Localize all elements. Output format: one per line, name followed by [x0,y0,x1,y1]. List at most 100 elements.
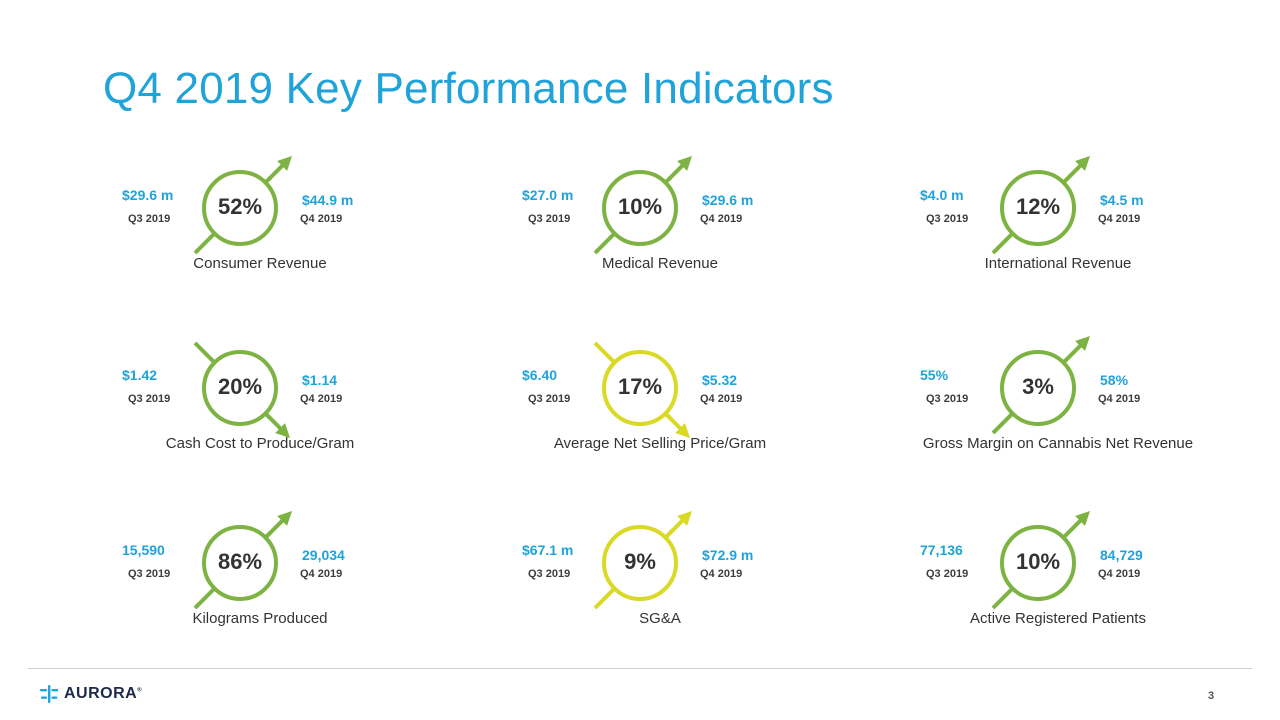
q3-period: Q3 2019 [128,393,171,405]
q4-period: Q4 2019 [300,568,343,580]
percent-change: 20% [217,374,263,399]
kpi-ring [202,525,278,601]
arrow-shaft [664,412,685,433]
arrow-tail [193,587,216,610]
kpi-sga: $67.1 m Q3 2019 $72.9 m Q4 2019 9% SG&A [480,505,840,645]
percent-change: 3% [1022,374,1054,399]
q3-value: $67.1 m [522,542,574,558]
kpi-active-patients: 77,136 Q3 2019 84,729 Q4 2019 10% Active Regi… [878,505,1238,645]
arrow-tail [593,587,616,610]
percent-change: 86% [217,549,263,574]
q3-value: 55% [920,367,949,383]
kpi-ring-icon [991,511,1090,610]
arrow-tail [593,341,616,364]
kpi-ring-icon [593,341,690,438]
kpi-ring [602,170,678,246]
kpi-consumer-revenue: $29.6 m Q3 2019 $44.9 m Q4 2019 52% Consumer … [80,150,440,290]
kpi-label: Cash Cost to Produce/Gram [165,435,355,452]
kpi-label: Average Net Selling Price/Gram [553,435,767,452]
q3-period: Q3 2019 [128,568,171,580]
q4-period: Q4 2019 [700,568,743,580]
percent-change: 12% [1015,194,1061,219]
kpi-ring-icon [193,156,292,255]
kpi-ring-icon [593,156,692,255]
kpi-label: Active Registered Patients [970,610,1146,627]
arrow-shaft [1062,516,1085,539]
kpi-cash-cost: $1.42 Q3 2019 $1.14 Q4 2019 20% Cash Cost to … [80,330,440,470]
arrow-shaft [264,412,285,433]
arrow-up-right-icon [277,156,292,171]
q3-value: 15,590 [122,542,165,558]
q4-value: $4.5 m [1100,192,1144,208]
kpi-ring-icon [193,341,290,438]
arrow-tail [193,341,216,364]
q4-period: Q4 2019 [700,213,743,225]
aurora-leaf-icon [40,685,58,703]
kpi-ring-icon [991,156,1090,255]
slide-title: Q4 2019 Key Performance Indicators [103,64,834,113]
q4-value: $72.9 m [702,547,754,563]
kpi-ring-icon [593,511,692,610]
q4-value: $1.14 [302,372,338,388]
q3-value: $27.0 m [522,187,574,203]
q3-value: 77,136 [920,542,963,558]
percent-change: 10% [1015,549,1061,574]
q3-period: Q3 2019 [926,568,969,580]
arrow-tail [193,232,216,255]
kpi-label: International Revenue [984,255,1132,272]
kpi-ring [202,170,278,246]
q3-period: Q3 2019 [528,213,571,225]
kpi-ring [602,350,678,426]
kpi-ring [1000,525,1076,601]
arrow-shaft [264,161,287,184]
q3-period: Q3 2019 [528,568,571,580]
q4-period: Q4 2019 [700,393,743,405]
arrow-shaft [664,516,687,539]
q4-period: Q4 2019 [300,213,343,225]
kpi-ring-icon [193,511,292,610]
q4-period: Q4 2019 [1098,393,1141,405]
q4-period: Q4 2019 [300,393,343,405]
percent-change: 17% [617,374,663,399]
arrow-shaft [1062,161,1085,184]
q3-period: Q3 2019 [528,393,571,405]
q3-period: Q3 2019 [926,213,969,225]
arrow-down-right-icon [275,423,290,438]
kpi-label: SG&A [639,610,681,627]
arrow-tail [991,412,1014,435]
arrow-shaft [264,516,287,539]
kpi-kilograms-produced: 15,590 Q3 2019 29,034 Q4 2019 86% Kilograms P… [80,505,440,645]
q4-value: 84,729 [1100,547,1143,563]
percent-change: 52% [217,194,263,219]
q3-value: $29.6 m [122,187,174,203]
q4-value: $29.6 m [702,192,754,208]
footer-divider [28,668,1252,669]
q3-value: $4.0 m [920,187,964,203]
q4-value: $44.9 m [302,192,354,208]
arrow-shaft [1062,341,1085,364]
arrow-tail [593,232,616,255]
q4-period: Q4 2019 [1098,568,1141,580]
kpi-gross-margin: 55% Q3 2019 58% Q4 2019 3% Gross Margin on Ca… [878,330,1238,470]
logo-text: AURORA® [64,685,143,702]
arrow-tail [991,587,1014,610]
q4-value: 29,034 [302,547,345,563]
q3-value: $6.40 [522,367,558,383]
kpi-ring-icon [991,336,1090,435]
q3-value: $1.42 [122,367,158,383]
kpi-net-selling-price: $6.40 Q3 2019 $5.32 Q4 2019 17% Average Net S… [480,330,840,470]
q3-period: Q3 2019 [926,393,969,405]
kpi-ring [1000,350,1076,426]
q4-value: 58% [1100,372,1129,388]
q3-period: Q3 2019 [128,213,171,225]
arrow-tail [991,232,1014,255]
kpi-ring [1000,170,1076,246]
kpi-label: Medical Revenue [602,255,718,272]
percent-change: 10% [617,194,663,219]
kpi-international-revenue: $4.0 m Q3 2019 $4.5 m Q4 2019 12% Internation… [878,150,1238,290]
kpi-medical-revenue: $27.0 m Q3 2019 $29.6 m Q4 2019 10% Medical R… [480,150,840,290]
percent-change: 9% [624,549,656,574]
kpi-ring [202,350,278,426]
arrow-shaft [664,161,687,184]
page-number: 3 [1208,690,1215,702]
